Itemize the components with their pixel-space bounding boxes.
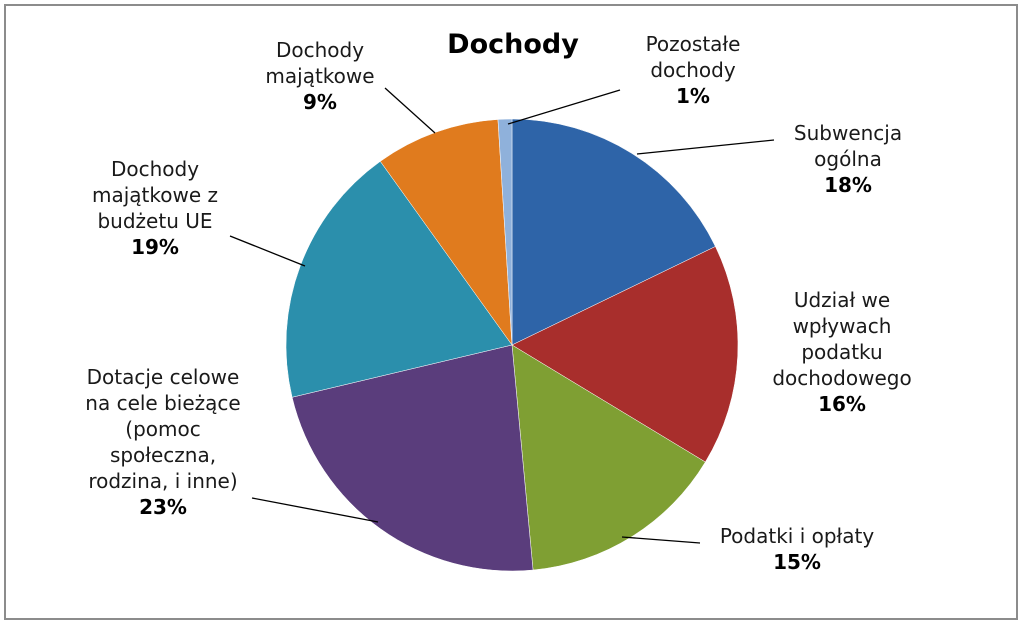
pie-slices <box>285 118 739 572</box>
slice-label-text: Dochody <box>111 157 199 181</box>
pie-slice-6 <box>379 119 513 346</box>
slice-percent-label: 15% <box>773 550 821 574</box>
slice-label-text: Pozostałe <box>646 32 741 56</box>
pie-slice-3 <box>511 344 706 571</box>
pie-slice-4 <box>291 344 534 572</box>
leader-line-1 <box>636 139 775 155</box>
slice-label-1: Subwencja ogólna 18% <box>794 121 902 197</box>
slice-label-text: wpływach <box>793 314 892 338</box>
pie-slice-7 <box>497 118 513 346</box>
slice-label-text: Subwencja <box>794 121 902 145</box>
leader-line-4 <box>251 497 379 523</box>
slice-labels: Subwencja ogólna 18% Udział we wpływach podat… <box>85 32 911 574</box>
slice-label-6: Dochody majątkowe 9% <box>265 38 374 114</box>
slice-percent-label: 1% <box>676 84 710 108</box>
pie-slice-2 <box>511 246 739 463</box>
slice-label-text: majątkowe <box>265 64 374 88</box>
slice-label-3: Podatki i opłaty 15% <box>720 524 875 574</box>
slice-label-5: Dochody majątkowe z budżetu UE 19% <box>92 157 218 259</box>
slice-label-text: społeczna, <box>110 443 216 467</box>
leader-line-7 <box>507 89 621 125</box>
slice-label-text: majątkowe z <box>92 183 218 207</box>
slice-label-text: ogólna <box>814 147 882 171</box>
slice-percent-label: 9% <box>303 90 337 114</box>
leader-line-5 <box>229 235 306 267</box>
slice-label-text: dochodowego <box>772 366 911 390</box>
pie-slice-1 <box>511 118 716 346</box>
slice-label-text: rodzina, i inne) <box>88 469 237 493</box>
slice-label-text: (pomoc <box>125 417 200 441</box>
slice-label-text: Dotacje celowe <box>87 365 240 389</box>
slice-label-text: dochody <box>650 58 736 82</box>
leader-line-6 <box>384 87 436 134</box>
slice-label-2: Udział we wpływach podatku dochodowego 16% <box>772 288 911 416</box>
slice-label-4: Dotacje celowe na cele bieżące (pomoc społe… <box>85 365 240 519</box>
slice-label-text: Podatki i opłaty <box>720 524 875 548</box>
slice-percent-label: 19% <box>131 235 179 259</box>
slice-label-7: Pozostałe dochody 1% <box>646 32 741 108</box>
slice-label-text: podatku <box>801 340 882 364</box>
slice-percent-label: 16% <box>818 392 866 416</box>
leader-lines <box>229 87 775 544</box>
slice-label-text: Dochody <box>276 38 364 62</box>
slice-label-text: Udział we <box>794 288 890 312</box>
slice-percent-label: 18% <box>824 173 872 197</box>
chart-title: Dochody <box>447 29 579 60</box>
leader-line-3 <box>621 536 701 544</box>
slice-label-text: budżetu UE <box>97 209 212 233</box>
slice-percent-label: 23% <box>139 495 187 519</box>
pie-slice-5 <box>285 160 513 398</box>
slice-label-text: na cele bieżące <box>85 391 240 415</box>
